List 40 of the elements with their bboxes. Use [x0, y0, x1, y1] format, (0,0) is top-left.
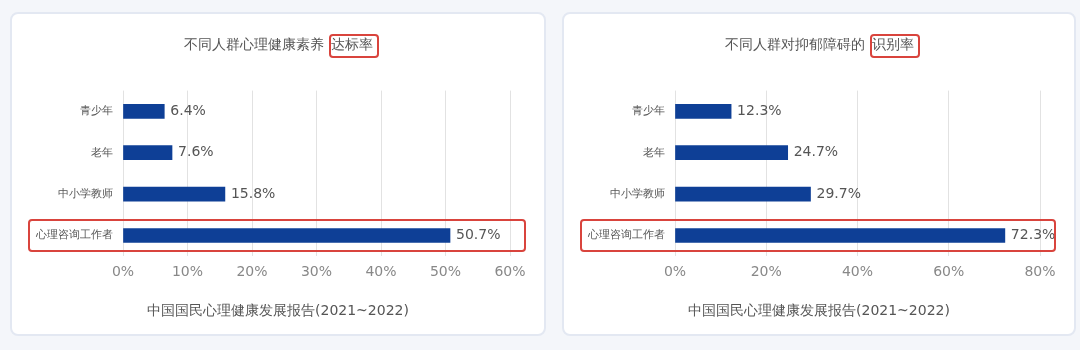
y-tick-label: 老年	[643, 145, 665, 159]
x-tick-label: 80%	[1024, 263, 1056, 280]
bar	[675, 186, 811, 202]
chart-title: 不同人群心理健康素养达标率	[183, 36, 373, 52]
data-label: 29.7%	[816, 184, 861, 201]
data-label: 12.3%	[737, 101, 782, 118]
x-tick-label: 20%	[750, 263, 782, 280]
y-tick-label: 中小学教师	[58, 186, 113, 200]
y-tick-label: 心理咨询工作者	[35, 228, 113, 242]
x-tick-label: 50%	[429, 263, 462, 280]
y-tick-label: 中小学教师	[610, 186, 665, 200]
x-tick-label: 20%	[236, 263, 268, 280]
x-tick-label: 40%	[841, 263, 874, 280]
data-label: 50.7%	[456, 226, 501, 243]
x-tick-label: 10%	[171, 263, 204, 280]
data-label: 15.8%	[230, 184, 276, 201]
x-tick-label: 0%	[663, 263, 687, 280]
x-tick-label: 60%	[494, 263, 526, 280]
x-tick-label: 60%	[933, 263, 965, 280]
data-label: 72.3%	[1010, 226, 1056, 243]
bar	[123, 103, 165, 119]
text: 中国国民心理健康发展报告(2021~2022)	[146, 302, 410, 320]
data-label: 24.7%	[793, 143, 839, 160]
bar	[675, 228, 1006, 243]
y-tick-label: 心理咨询工作者	[587, 228, 665, 242]
data-label: 7.6%	[178, 143, 214, 160]
bar	[123, 145, 173, 161]
text: 中国国民心理健康发展报告(2021~2022)	[687, 302, 951, 320]
x-tick-label: 40%	[365, 263, 397, 280]
y-tick-label: 青少年	[80, 104, 113, 118]
data-label: 6.4%	[170, 101, 206, 118]
chart-title: 不同人群对抑郁障碍的识别率	[724, 36, 914, 52]
x-tick-label: 0%	[111, 263, 135, 280]
y-tick-label: 青少年	[632, 104, 665, 118]
y-tick-label: 老年	[91, 145, 113, 159]
bar	[675, 103, 732, 119]
bar	[123, 186, 226, 202]
x-tick-label: 30%	[300, 263, 333, 280]
bar	[675, 145, 789, 161]
bar	[123, 228, 451, 243]
